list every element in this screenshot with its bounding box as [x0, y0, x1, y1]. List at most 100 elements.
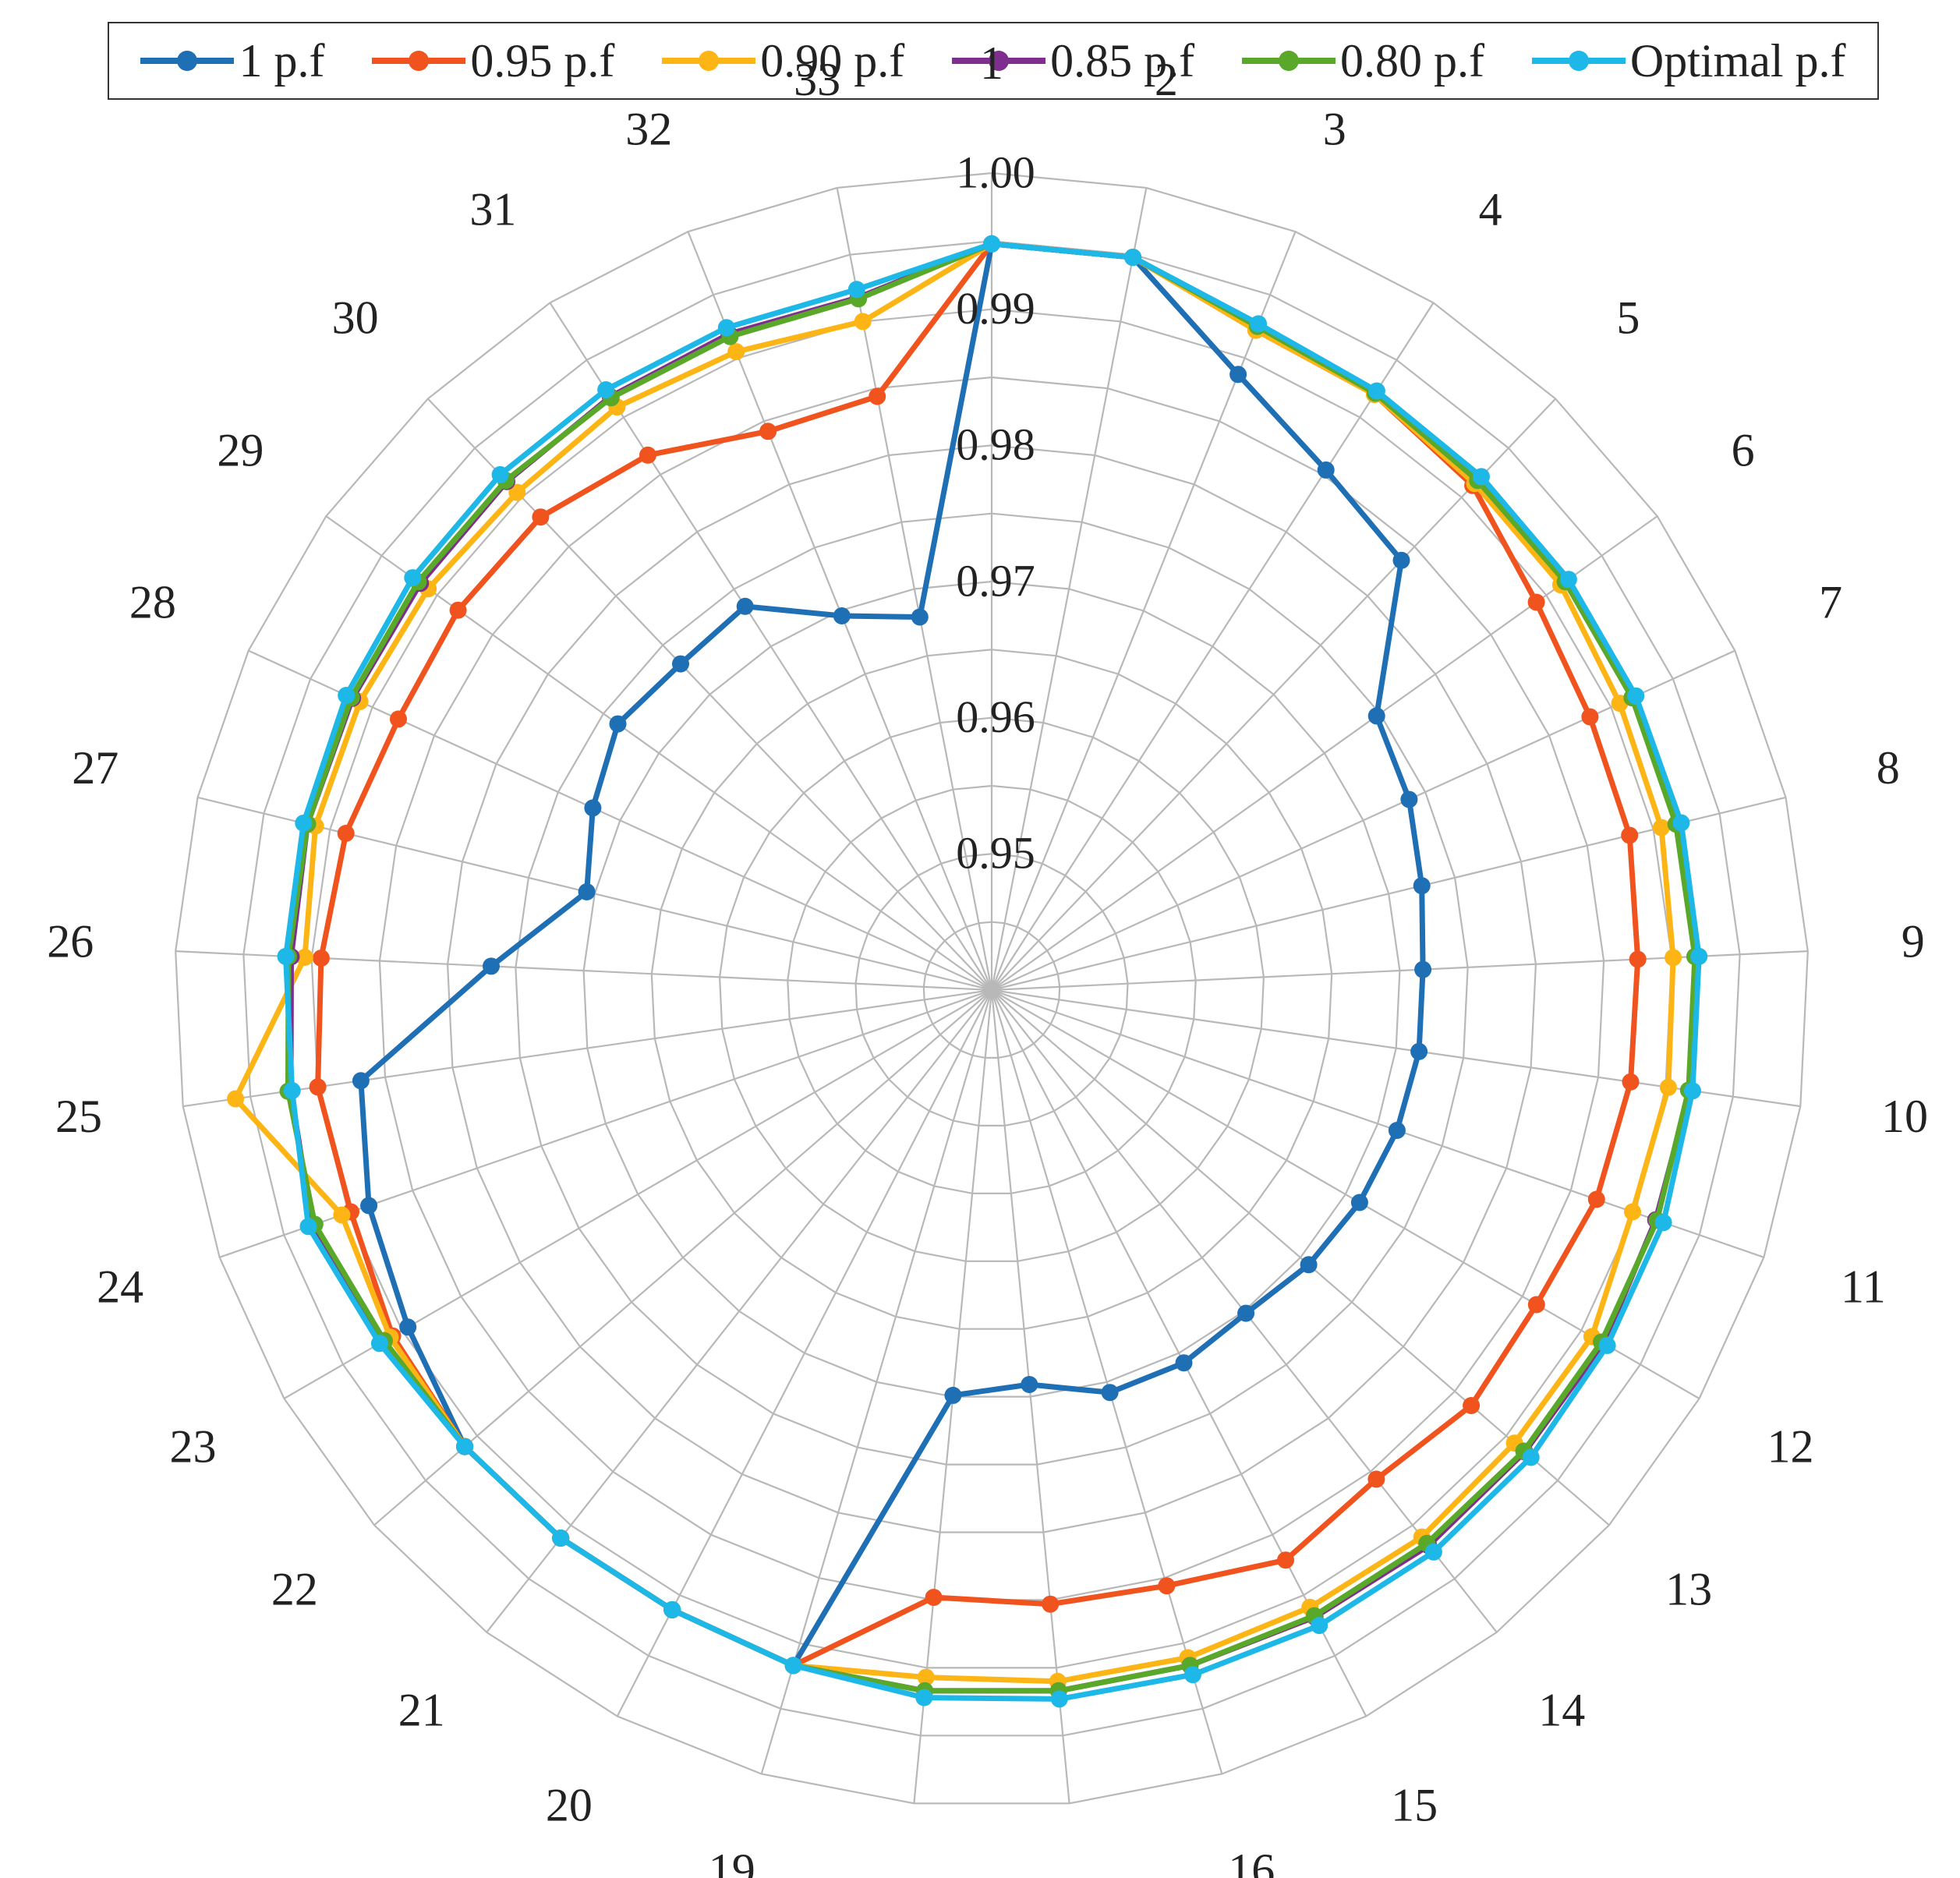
- data-point-0-95-p-f[interactable]: [1629, 950, 1647, 968]
- data-point-optimal-p-f[interactable]: [277, 947, 295, 965]
- data-point-0-90-p-f[interactable]: [295, 949, 313, 966]
- data-point-1-p-f[interactable]: [1392, 551, 1410, 569]
- data-point-optimal-p-f[interactable]: [1367, 382, 1385, 400]
- data-point-optimal-p-f[interactable]: [295, 814, 313, 832]
- data-point-0-95-p-f[interactable]: [1581, 708, 1599, 726]
- data-point-0-95-p-f[interactable]: [925, 1589, 943, 1606]
- data-point-optimal-p-f[interactable]: [1124, 249, 1142, 267]
- data-point-0-95-p-f[interactable]: [312, 950, 330, 967]
- data-point-0-95-p-f[interactable]: [532, 508, 550, 526]
- data-point-1-p-f[interactable]: [1388, 1122, 1406, 1139]
- legend-entry-085pf[interactable]: 0.85 p.f: [952, 34, 1194, 88]
- data-point-0-90-p-f[interactable]: [917, 1668, 935, 1686]
- data-point-0-95-p-f[interactable]: [1042, 1595, 1060, 1613]
- data-point-0-95-p-f[interactable]: [1367, 1470, 1385, 1488]
- data-point-0-90-p-f[interactable]: [508, 483, 526, 501]
- legend-entry-095pf[interactable]: 0.95 p.f: [372, 34, 614, 88]
- data-point-optimal-p-f[interactable]: [1473, 468, 1490, 486]
- data-point-1-p-f[interactable]: [1317, 461, 1335, 479]
- data-point-1-p-f[interactable]: [1413, 877, 1431, 895]
- data-point-1-p-f[interactable]: [1101, 1384, 1119, 1402]
- data-point-optimal-p-f[interactable]: [1311, 1617, 1328, 1635]
- data-point-0-95-p-f[interactable]: [449, 601, 467, 619]
- data-point-0-95-p-f[interactable]: [1587, 1190, 1605, 1208]
- data-point-1-p-f[interactable]: [1350, 1194, 1368, 1211]
- data-point-0-95-p-f[interactable]: [309, 1078, 327, 1096]
- data-point-0-95-p-f[interactable]: [869, 387, 886, 405]
- data-point-1-p-f[interactable]: [399, 1318, 417, 1336]
- data-point-optimal-p-f[interactable]: [1598, 1336, 1616, 1354]
- data-point-1-p-f[interactable]: [360, 1197, 378, 1215]
- data-point-0-95-p-f[interactable]: [1463, 1397, 1481, 1414]
- data-point-1-p-f[interactable]: [578, 883, 596, 900]
- data-point-optimal-p-f[interactable]: [1522, 1448, 1540, 1466]
- data-point-0-90-p-f[interactable]: [1659, 1078, 1677, 1096]
- data-point-optimal-p-f[interactable]: [1690, 947, 1708, 965]
- data-point-1-p-f[interactable]: [1300, 1256, 1318, 1274]
- data-point-0-90-p-f[interactable]: [1652, 819, 1670, 836]
- data-point-1-p-f[interactable]: [584, 799, 602, 817]
- data-point-optimal-p-f[interactable]: [552, 1530, 570, 1547]
- data-point-0-95-p-f[interactable]: [1527, 1296, 1545, 1314]
- data-point-optimal-p-f[interactable]: [299, 1218, 317, 1236]
- data-point-1-p-f[interactable]: [1175, 1354, 1193, 1372]
- data-point-1-p-f[interactable]: [1229, 366, 1247, 384]
- legend-entry-optimal-pf[interactable]: Optimal p.f: [1531, 34, 1846, 88]
- data-point-optimal-p-f[interactable]: [1627, 687, 1645, 705]
- data-point-optimal-p-f[interactable]: [663, 1600, 681, 1618]
- data-point-optimal-p-f[interactable]: [1250, 315, 1268, 333]
- data-point-optimal-p-f[interactable]: [915, 1689, 933, 1706]
- data-point-optimal-p-f[interactable]: [1672, 814, 1690, 832]
- data-point-0-95-p-f[interactable]: [759, 423, 777, 440]
- data-point-0-90-p-f[interactable]: [333, 1206, 351, 1224]
- data-point-0-90-p-f[interactable]: [854, 313, 872, 331]
- data-point-optimal-p-f[interactable]: [1424, 1543, 1442, 1561]
- data-point-0-95-p-f[interactable]: [1527, 593, 1545, 611]
- legend-entry-090pf[interactable]: 0.90 p.f: [662, 34, 904, 88]
- data-point-optimal-p-f[interactable]: [491, 465, 509, 483]
- data-point-1-p-f[interactable]: [609, 715, 627, 733]
- data-point-0-90-p-f[interactable]: [1665, 949, 1682, 967]
- data-point-1-p-f[interactable]: [911, 608, 929, 626]
- data-point-0-95-p-f[interactable]: [1158, 1577, 1176, 1595]
- data-point-optimal-p-f[interactable]: [1559, 571, 1577, 589]
- data-point-optimal-p-f[interactable]: [1183, 1666, 1201, 1684]
- data-point-0-95-p-f[interactable]: [337, 825, 355, 842]
- data-point-0-95-p-f[interactable]: [1622, 1073, 1640, 1091]
- data-point-0-95-p-f[interactable]: [1621, 826, 1639, 844]
- legend-entry-1pf[interactable]: 1 p.f: [140, 34, 324, 88]
- data-point-0-95-p-f[interactable]: [390, 710, 407, 728]
- data-point-optimal-p-f[interactable]: [404, 569, 422, 587]
- data-point-optimal-p-f[interactable]: [1684, 1082, 1701, 1100]
- data-point-1-p-f[interactable]: [1410, 1042, 1428, 1060]
- data-point-0-95-p-f[interactable]: [1277, 1551, 1294, 1569]
- category-label: 6: [1732, 425, 1755, 476]
- data-point-0-90-p-f[interactable]: [1624, 1203, 1641, 1221]
- data-point-optimal-p-f[interactable]: [1654, 1214, 1672, 1232]
- data-point-optimal-p-f[interactable]: [1050, 1690, 1068, 1708]
- data-point-optimal-p-f[interactable]: [983, 235, 1000, 253]
- data-point-1-p-f[interactable]: [672, 655, 689, 673]
- data-point-1-p-f[interactable]: [1021, 1376, 1038, 1393]
- data-point-optimal-p-f[interactable]: [283, 1082, 301, 1099]
- data-point-optimal-p-f[interactable]: [597, 381, 615, 398]
- data-point-1-p-f[interactable]: [944, 1386, 962, 1404]
- data-point-1-p-f[interactable]: [833, 607, 851, 624]
- data-point-0-90-p-f[interactable]: [227, 1090, 245, 1108]
- data-point-1-p-f[interactable]: [483, 957, 500, 975]
- data-point-optimal-p-f[interactable]: [847, 281, 865, 299]
- data-point-0-90-p-f[interactable]: [727, 343, 745, 361]
- data-point-1-p-f[interactable]: [352, 1072, 370, 1090]
- data-point-optimal-p-f[interactable]: [456, 1438, 474, 1455]
- data-point-1-p-f[interactable]: [1414, 960, 1432, 978]
- legend-entry-080pf[interactable]: 0.80 p.f: [1242, 34, 1484, 88]
- data-point-optimal-p-f[interactable]: [370, 1335, 388, 1353]
- data-point-1-p-f[interactable]: [736, 597, 754, 615]
- data-point-1-p-f[interactable]: [1367, 707, 1385, 725]
- data-point-optimal-p-f[interactable]: [784, 1657, 802, 1675]
- data-point-0-95-p-f[interactable]: [639, 446, 656, 464]
- data-point-1-p-f[interactable]: [1400, 790, 1418, 808]
- data-point-optimal-p-f[interactable]: [717, 319, 735, 337]
- data-point-1-p-f[interactable]: [1237, 1304, 1255, 1322]
- data-point-optimal-p-f[interactable]: [338, 687, 356, 704]
